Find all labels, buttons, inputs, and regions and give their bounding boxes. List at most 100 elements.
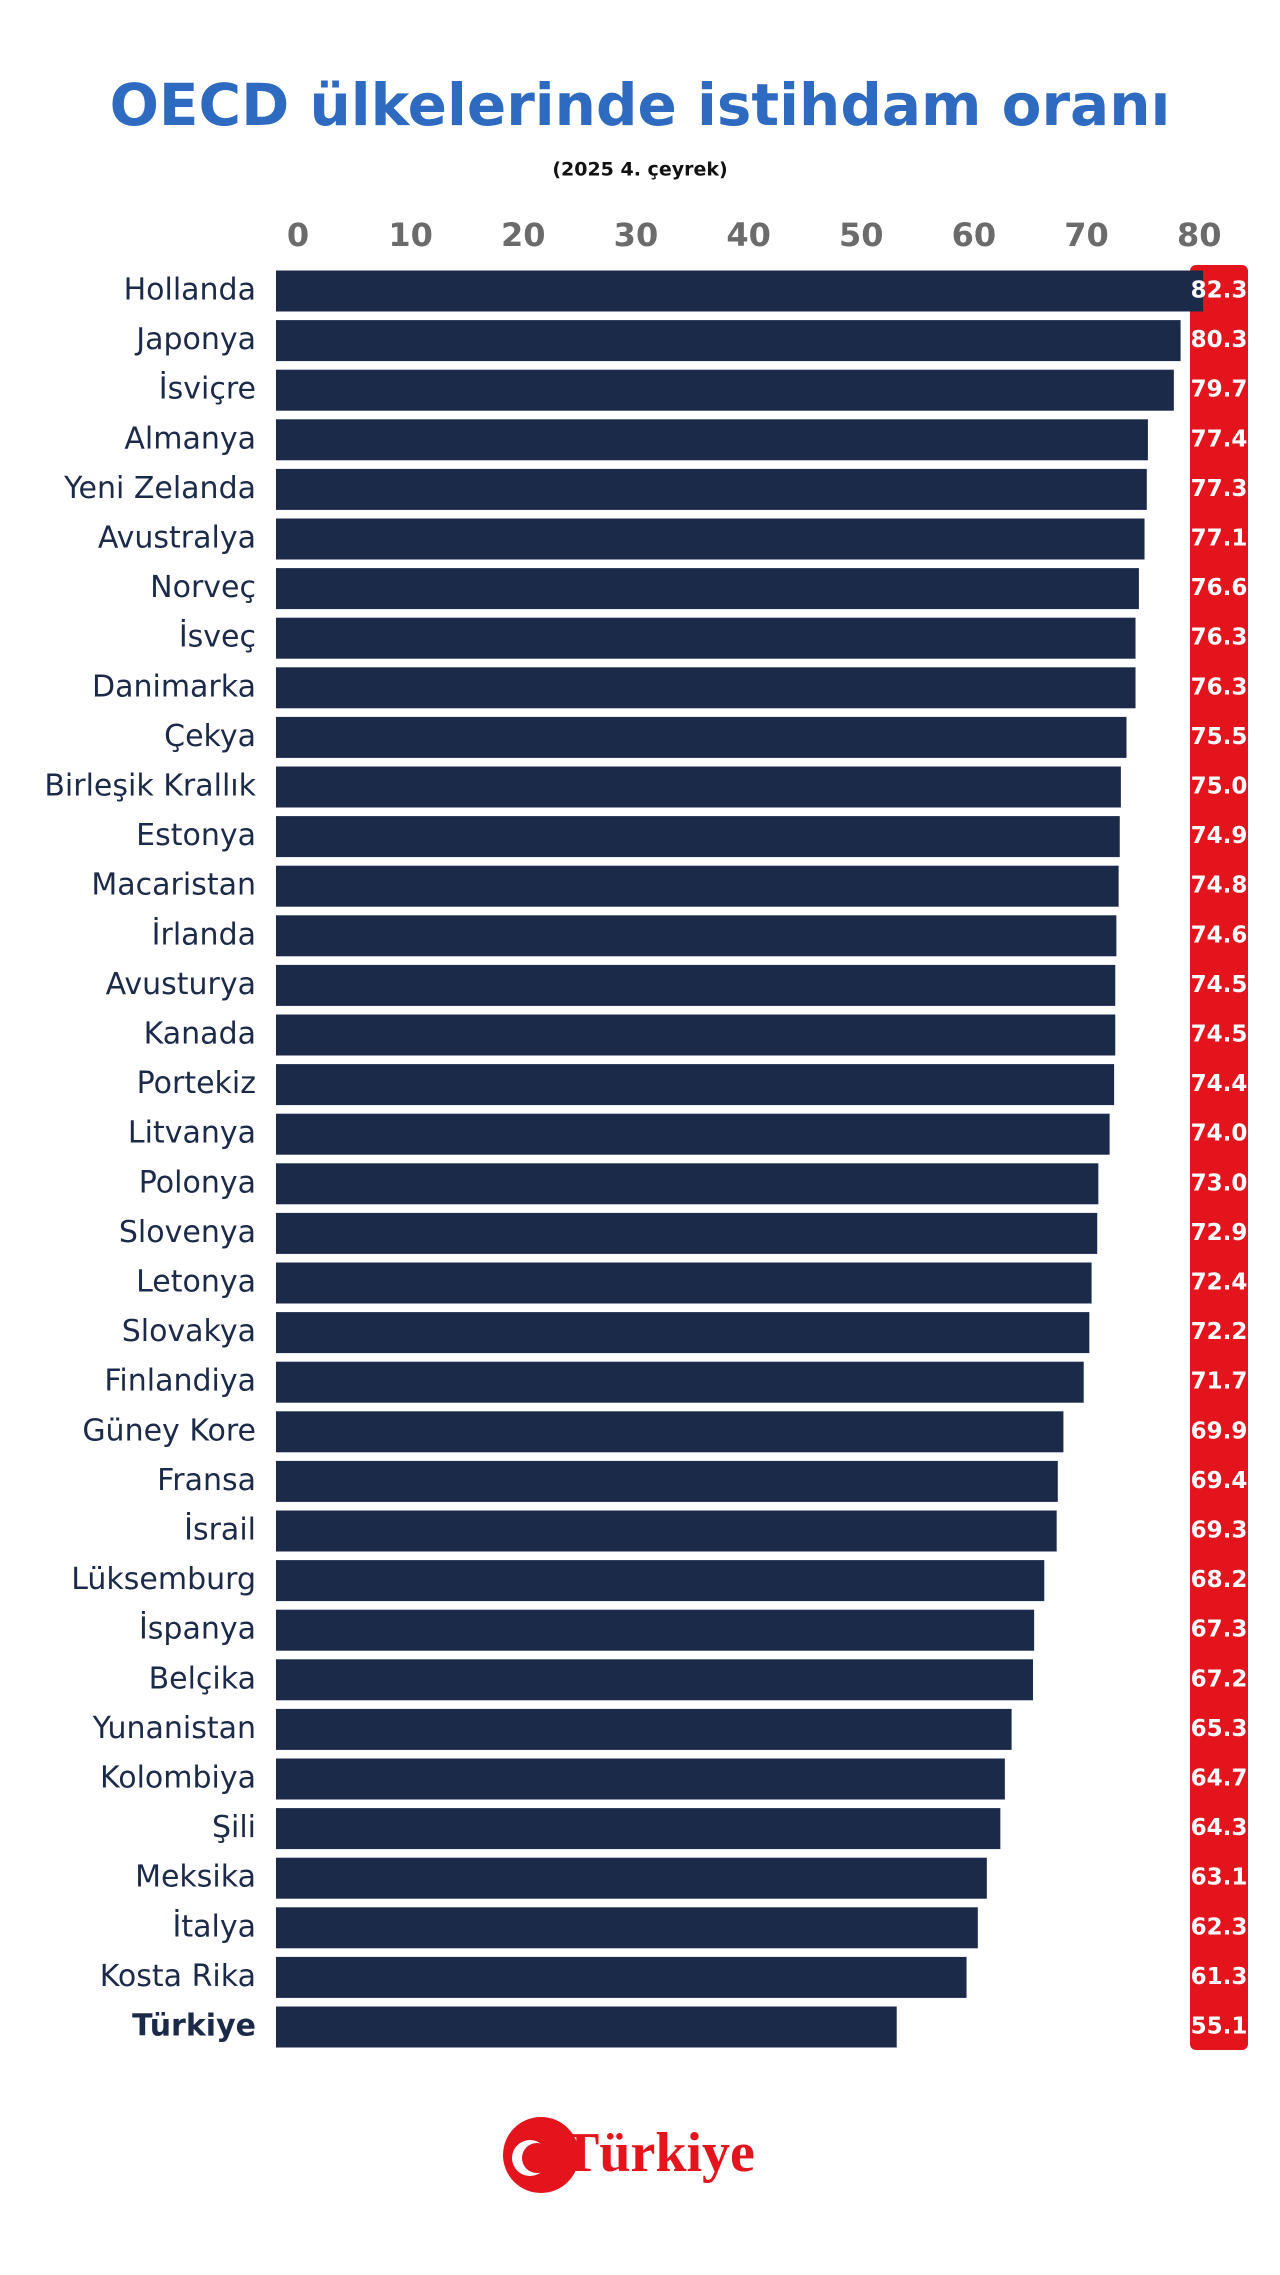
bar [276,419,1148,461]
value-label: 63.1 [1191,1865,1248,1891]
y-tick-label: Güney Kore [82,1413,256,1448]
y-tick-label: Estonya [136,818,256,853]
y-tick-label: Fransa [157,1463,256,1498]
value-label: 69.4 [1191,1468,1248,1494]
x-tick-label: 50 [839,216,884,254]
bar [276,568,1139,610]
y-tick-label: Portekiz [137,1066,256,1101]
y-tick-label: İtalya [173,1908,256,1944]
bar [276,468,1147,510]
bar [276,816,1120,858]
x-tick-label: 60 [952,216,997,254]
y-tick-label: Meksika [135,1860,256,1895]
value-label: 61.3 [1191,1964,1248,1990]
y-tick-label: Çekya [164,719,256,754]
y-tick-label: İspanya [139,1611,256,1647]
y-tick-label: Birleşik Krallık [44,769,256,804]
y-tick-label: Polonya [139,1165,256,1200]
bar [276,865,1119,907]
y-tick-label: Yeni Zelanda [63,471,256,506]
bar [276,2006,897,2048]
y-tick-label: Macaristan [91,868,256,903]
value-label-column [1190,265,1248,2050]
y-tick-label: Lüksemburg [71,1562,256,1597]
y-tick-label: Avustralya [98,521,256,556]
value-label: 77.1 [1191,526,1248,552]
value-label: 79.7 [1191,377,1248,403]
bar [276,1708,1012,1750]
y-tick-label: Slovakya [122,1314,256,1349]
bar [276,1460,1058,1502]
value-label: 76.3 [1191,674,1248,700]
x-tick-label: 70 [1064,216,1109,254]
value-label: 74.5 [1191,1022,1248,1048]
bar [276,1560,1045,1602]
value-label: 62.3 [1191,1914,1248,1940]
value-label: 77.4 [1191,426,1248,452]
value-label: 69.9 [1191,1418,1248,1444]
bar [276,1907,978,1949]
value-label: 64.7 [1191,1766,1248,1792]
y-tick-label: Hollanda [124,273,256,308]
bar [276,1113,1110,1155]
bar [276,667,1136,709]
y-tick-label: Almanya [124,421,256,456]
value-label: 74.9 [1191,823,1248,849]
y-tick-label: İrlanda [152,916,256,952]
value-label: 74.8 [1191,873,1248,899]
value-label: 55.1 [1191,2014,1248,2040]
x-tick-label: 80 [1177,216,1222,254]
bar [276,1361,1084,1403]
bar [276,1808,1001,1850]
bar [276,518,1145,560]
y-tick-label: Türkiye [132,2009,256,2044]
value-label: 65.3 [1191,1716,1248,1742]
bar [276,1262,1092,1304]
y-tick-label: Japonya [134,322,256,357]
bar [276,1014,1116,1056]
chart-subtitle: (2025 4. çeyrek) [552,159,727,181]
y-tick-label: Finlandiya [104,1364,256,1399]
bar [276,270,1204,312]
y-tick-label: Kanada [144,1017,256,1052]
x-tick-label: 30 [614,216,659,254]
value-label: 77.3 [1191,476,1248,502]
y-tick-label: Kosta Rika [100,1959,256,1994]
bar [276,369,1174,411]
chart-title: OECD ülkelerinde istihdam oranı [110,71,1171,139]
x-tick-label: 0 [287,216,309,254]
bar [276,1212,1098,1254]
value-label: 80.3 [1191,327,1248,353]
value-label: 69.3 [1191,1518,1248,1544]
value-label: 64.3 [1191,1815,1248,1841]
bar [276,766,1121,808]
y-tick-label: Belçika [149,1661,256,1696]
y-tick-label: Avusturya [106,967,256,1002]
value-label: 72.9 [1191,1220,1248,1246]
y-tick-label: Danimarka [92,669,256,704]
y-tick-label: Letonya [136,1265,256,1300]
y-tick-label: İsrail [184,1512,256,1548]
value-label: 75.0 [1191,774,1248,800]
x-tick-label: 20 [501,216,546,254]
value-label: 73.0 [1191,1170,1248,1196]
logo: Türkiye [503,2117,755,2193]
y-tick-label: Litvanya [128,1116,256,1151]
value-label: 74.5 [1191,972,1248,998]
logo-text: Türkiye [562,2122,755,2184]
value-label: 72.4 [1191,1270,1248,1296]
value-label: 74.0 [1191,1121,1248,1147]
x-tick-label: 40 [726,216,771,254]
bar [276,964,1116,1006]
y-tick-label: Norveç [150,570,256,605]
value-label: 76.3 [1191,625,1248,651]
bar [276,1312,1090,1354]
bar [276,1659,1034,1701]
value-label: 71.7 [1191,1369,1248,1395]
bar [276,320,1181,362]
value-label: 82.3 [1191,278,1248,304]
y-tick-label: İsviçre [159,371,256,407]
value-label: 76.6 [1191,575,1248,601]
value-label: 72.2 [1191,1319,1248,1345]
